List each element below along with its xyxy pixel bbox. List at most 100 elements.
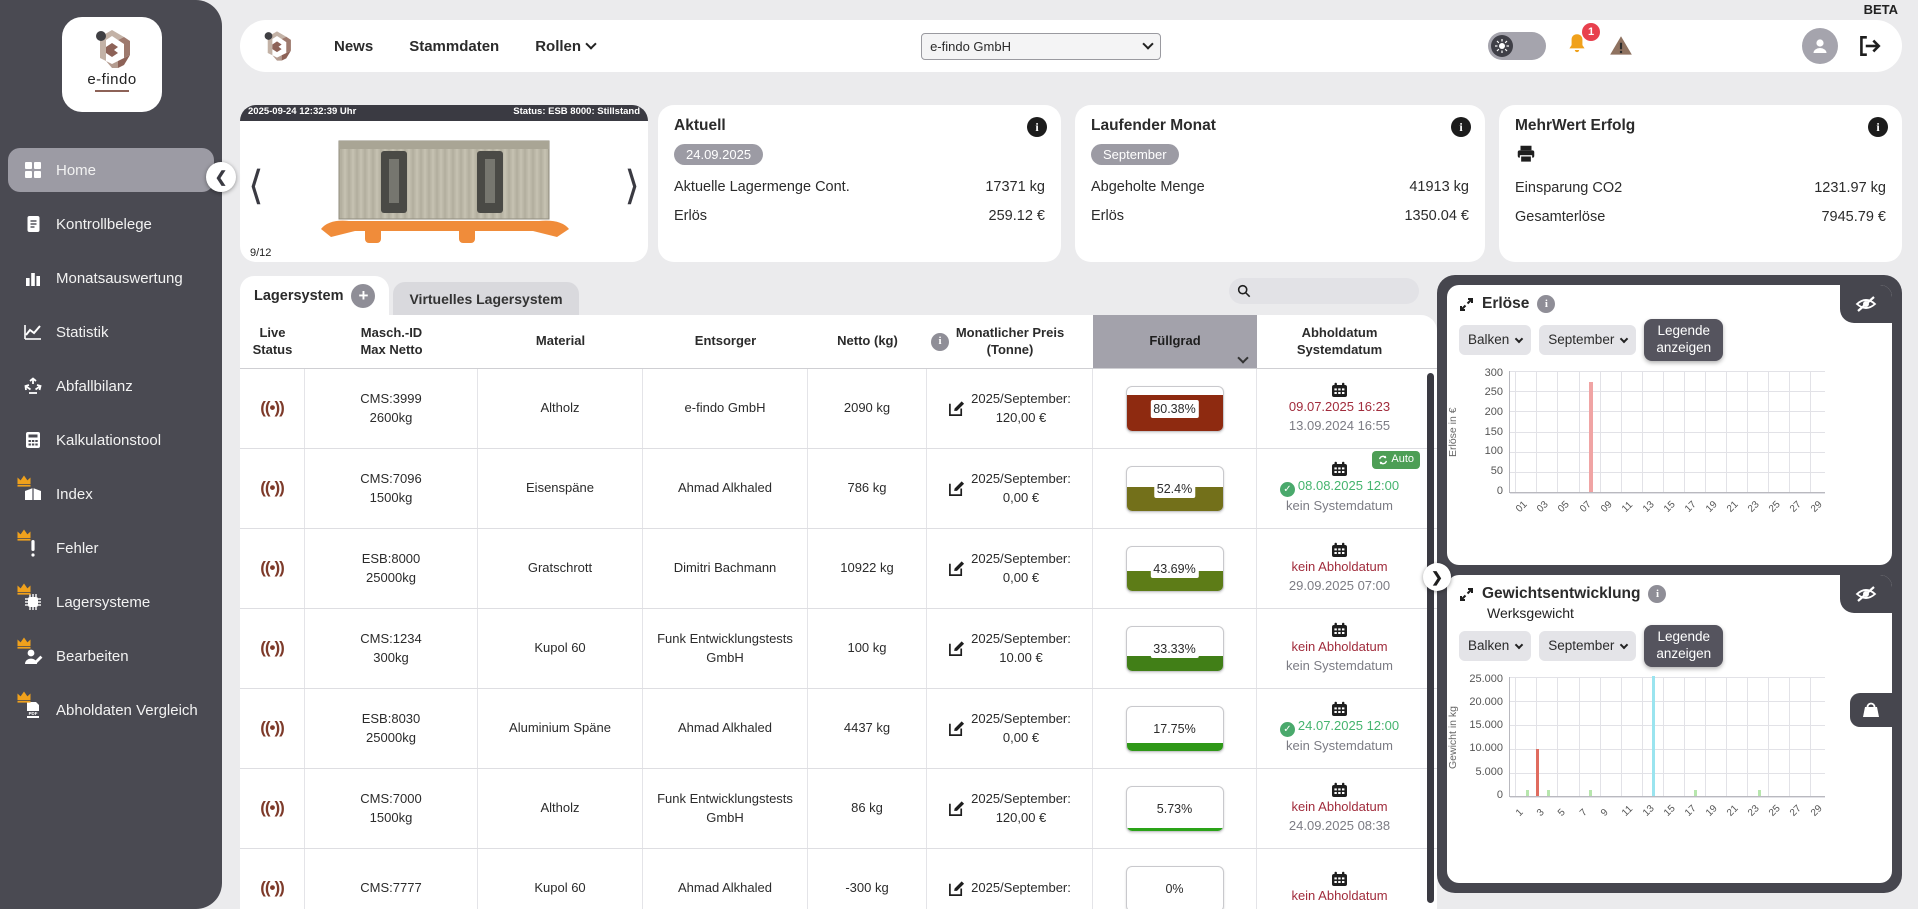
nav-stammdaten[interactable]: Stammdaten bbox=[409, 38, 499, 55]
info-icon[interactable]: i bbox=[1648, 585, 1666, 603]
entsorger-cell: Funk Entwicklungstests GmbH bbox=[643, 769, 808, 848]
netto-cell: 86 kg bbox=[808, 769, 927, 848]
fuellgrad-cell: 80.38% bbox=[1093, 369, 1257, 448]
sidebar-item-home[interactable]: Home bbox=[8, 148, 214, 192]
info-icon[interactable]: i bbox=[931, 333, 949, 351]
edit-icon[interactable] bbox=[948, 720, 965, 737]
camera-status: Status: ESB 8000: Stillstand bbox=[513, 106, 640, 121]
chart-type-select[interactable]: Balken bbox=[1459, 325, 1531, 355]
edit-icon[interactable] bbox=[948, 560, 965, 577]
sidebar-item-kalkulationstool[interactable]: Kalkulationstool bbox=[0, 418, 222, 462]
chart-type-select[interactable]: Balken bbox=[1459, 631, 1531, 661]
camera-statusbar: 2025-09-24 12:32:39 Uhr Status: ESB 8000… bbox=[240, 105, 648, 121]
info-icon[interactable]: i bbox=[1537, 295, 1555, 313]
edit-icon[interactable] bbox=[948, 880, 965, 897]
table-row: ((•)) CMS:70001500kg Altholz Funk Entwic… bbox=[240, 769, 1437, 849]
systemdatum-value: 24.09.2025 08:38 bbox=[1289, 817, 1390, 836]
next-image-button[interactable]: ⟩ bbox=[624, 163, 640, 209]
live-status-cell: ((•)) bbox=[240, 529, 305, 608]
chart-month-select[interactable]: September bbox=[1539, 325, 1636, 355]
sort-icon[interactable] bbox=[1237, 352, 1248, 363]
column-header-5: iMonatlicher Preis (Tonne) bbox=[927, 315, 1093, 368]
abholdatum-value: ✓08.08.2025 12:00 bbox=[1280, 477, 1399, 498]
stat-card-title: Laufender Monat bbox=[1091, 117, 1469, 135]
edit-icon[interactable] bbox=[948, 640, 965, 657]
fuellgrad-cell: 52.4% bbox=[1093, 449, 1257, 528]
sidebar-item-abfallbilanz[interactable]: Abfallbilanz bbox=[0, 364, 222, 408]
chart-month-select[interactable]: September bbox=[1539, 631, 1636, 661]
logo-wordmark: e-findo bbox=[87, 71, 136, 88]
stat-label: Einsparung CO2 bbox=[1515, 180, 1622, 196]
fill-gauge: 17.75% bbox=[1126, 706, 1224, 752]
abholdatum-value: kein Abholdatum bbox=[1291, 798, 1387, 817]
y-axis-ticks: 300250200150100500 bbox=[1463, 367, 1509, 497]
container-camera-card: 2025-09-24 12:32:39 Uhr Status: ESB 8000… bbox=[240, 105, 648, 262]
sidebar-item-index[interactable]: Index bbox=[0, 472, 222, 516]
expand-icon[interactable] bbox=[1459, 587, 1474, 602]
column-header-6[interactable]: Füllgrad bbox=[1093, 315, 1257, 368]
search-icon bbox=[1237, 284, 1251, 298]
sidebar-menu: Home Kontrollbelege Monatsauswertung Sta… bbox=[0, 138, 222, 742]
sidebar: e-findo Home Kontrollbelege Monatsauswer… bbox=[0, 0, 222, 909]
hide-chart-button[interactable] bbox=[1840, 575, 1892, 613]
material-cell: Altholz bbox=[478, 369, 643, 448]
header-logo-icon[interactable] bbox=[260, 29, 294, 63]
tab-lagersystem[interactable]: Lagersystem + bbox=[240, 276, 389, 315]
sidebar-item-fehler[interactable]: Fehler bbox=[0, 526, 222, 570]
hide-chart-button[interactable] bbox=[1840, 285, 1892, 323]
table-scrollbar[interactable] bbox=[1427, 373, 1434, 903]
expand-icon[interactable] bbox=[1459, 297, 1474, 312]
logout-icon[interactable] bbox=[1856, 33, 1882, 59]
stat-value: 41913 kg bbox=[1409, 179, 1469, 195]
machine-id-cell: CMS:39992600kg bbox=[305, 369, 478, 448]
stat-value: 7945.79 € bbox=[1821, 209, 1886, 225]
abholdatum-cell: Auto ✓08.08.2025 12:00 kein Systemdatum bbox=[1257, 449, 1422, 528]
edit-icon[interactable] bbox=[948, 400, 965, 417]
info-icon[interactable]: i bbox=[1027, 117, 1047, 137]
month-badge: September bbox=[1091, 144, 1179, 165]
info-icon[interactable]: i bbox=[1451, 117, 1471, 137]
prev-image-button[interactable]: ⟨ bbox=[248, 163, 264, 209]
edit-icon[interactable] bbox=[948, 480, 965, 497]
systemdatum-value: 29.09.2025 07:00 bbox=[1289, 577, 1390, 596]
price-cell: 2025/September:0,00 € bbox=[927, 529, 1093, 608]
netto-cell: 10922 kg bbox=[808, 529, 927, 608]
legend-toggle-button[interactable]: Legendeanzeigen bbox=[1644, 319, 1723, 361]
chart-subtitle: Werksgewicht bbox=[1447, 605, 1892, 621]
systemdatum-value: 13.09.2024 16:55 bbox=[1289, 417, 1390, 436]
info-icon[interactable]: i bbox=[1868, 117, 1888, 137]
auto-badge: Auto bbox=[1372, 451, 1420, 469]
sidebar-item-monatsauswertung[interactable]: Monatsauswertung bbox=[0, 256, 222, 300]
weight-icon bbox=[1862, 701, 1880, 719]
add-tab-button[interactable]: + bbox=[351, 284, 375, 308]
machine-id-cell: CMS:1234300kg bbox=[305, 609, 478, 688]
sidebar-item-lagersysteme[interactable]: Lagersysteme bbox=[0, 580, 222, 624]
legend-toggle-button[interactable]: Legendeanzeigen bbox=[1644, 625, 1723, 667]
crown-icon bbox=[16, 582, 32, 595]
chart-bar bbox=[1547, 790, 1550, 796]
sidebar-item-kontrollbelege[interactable]: Kontrollbelege bbox=[0, 202, 222, 246]
warning-icon[interactable] bbox=[1608, 33, 1634, 59]
user-avatar[interactable] bbox=[1802, 28, 1838, 64]
edit-icon[interactable] bbox=[948, 800, 965, 817]
nav-news[interactable]: News bbox=[334, 38, 373, 55]
sidebar-item-abholdaten-vergleich[interactable]: PDF Abholdaten Vergleich bbox=[0, 688, 222, 732]
print-icon[interactable] bbox=[1515, 143, 1537, 165]
tab-virtuelles-lagersystem[interactable]: Virtuelles Lagersystem bbox=[393, 282, 578, 315]
company-select[interactable]: e-findo GmbH bbox=[921, 33, 1161, 60]
sidebar-collapse-button[interactable]: ❮ bbox=[206, 162, 236, 192]
entsorger-cell: Dimitri Bachmann bbox=[643, 529, 808, 608]
table-search-input[interactable] bbox=[1229, 278, 1419, 304]
notifications-button[interactable]: 1 bbox=[1564, 31, 1590, 62]
column-header-1: Masch.-ID Max Netto bbox=[305, 315, 478, 368]
chart-bar bbox=[1694, 790, 1697, 796]
sidebar-item-label: Home bbox=[56, 162, 96, 179]
sidebar-item-statistik[interactable]: Statistik bbox=[0, 310, 222, 354]
calendar-icon bbox=[1331, 782, 1348, 798]
charts-panel-toggle-button[interactable]: ❯ bbox=[1423, 563, 1451, 591]
weight-filter-button[interactable] bbox=[1850, 693, 1892, 727]
nav-rollen[interactable]: Rollen bbox=[535, 38, 595, 55]
theme-toggle[interactable] bbox=[1488, 32, 1546, 60]
sidebar-item-bearbeiten[interactable]: Bearbeiten bbox=[0, 634, 222, 678]
camera-timestamp: 2025-09-24 12:32:39 Uhr bbox=[248, 106, 356, 121]
